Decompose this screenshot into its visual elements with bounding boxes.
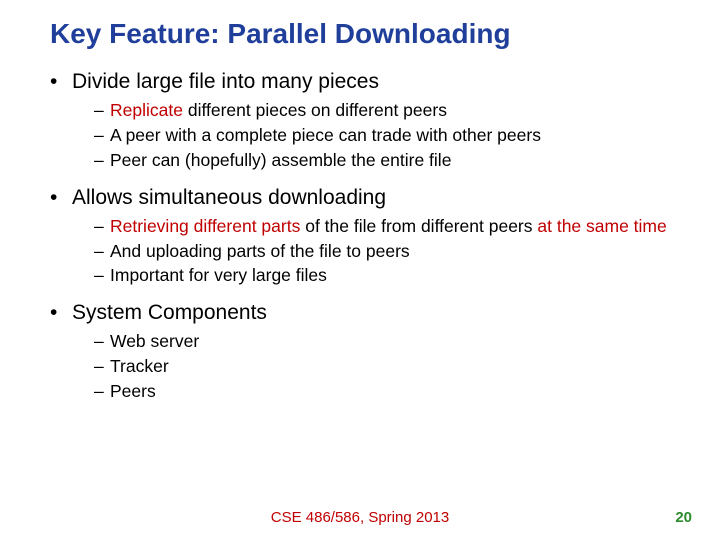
sub-bullet-text: A peer with a complete piece can trade w… [110, 125, 541, 147]
sub-bullet-text: And uploading parts of the file to peers [110, 241, 410, 263]
bullet-level-2: –A peer with a complete piece can trade … [94, 125, 670, 147]
bullet-level-2: –Web server [94, 331, 670, 353]
sub-bullet-text: Tracker [110, 356, 169, 378]
sub-bullet-text: Peers [110, 381, 156, 403]
bullet-level-2: –And uploading parts of the file to peer… [94, 241, 670, 263]
bullet-level-2: –Important for very large files [94, 265, 670, 287]
dash-icon: – [94, 331, 110, 353]
bullet-text: System Components [72, 301, 267, 325]
dash-icon: – [94, 381, 110, 403]
bullet-dot-icon: • [50, 70, 72, 94]
sub-bullet-text: Important for very large files [110, 265, 327, 287]
footer-text: CSE 486/586, Spring 2013 [0, 509, 720, 526]
sub-bullet-text: Peer can (hopefully) assemble the entire… [110, 150, 451, 172]
bullet-level-2: –Peers [94, 381, 670, 403]
slide-content: •Divide large file into many pieces–Repl… [50, 70, 670, 403]
dash-icon: – [94, 216, 110, 238]
bullet-level-2: –Peer can (hopefully) assemble the entir… [94, 150, 670, 172]
bullet-dot-icon: • [50, 186, 72, 210]
section: •System Components–Web server–Tracker–Pe… [50, 301, 670, 403]
dash-icon: – [94, 150, 110, 172]
dash-icon: – [94, 100, 110, 122]
slide-title: Key Feature: Parallel Downloading [50, 18, 670, 50]
dash-icon: – [94, 241, 110, 263]
bullet-level-1: •System Components [50, 301, 670, 325]
bullet-level-2: –Retrieving different parts of the file … [94, 216, 670, 238]
bullet-level-1: •Divide large file into many pieces [50, 70, 670, 94]
dash-icon: – [94, 356, 110, 378]
dash-icon: – [94, 125, 110, 147]
sub-bullet-text: Web server [110, 331, 199, 353]
sub-bullet-text: Retrieving different parts of the file f… [110, 216, 667, 238]
section: •Divide large file into many pieces–Repl… [50, 70, 670, 172]
bullet-level-1: •Allows simultaneous downloading [50, 186, 670, 210]
bullet-text: Divide large file into many pieces [72, 70, 379, 94]
bullet-level-2: –Replicate different pieces on different… [94, 100, 670, 122]
bullet-level-2: –Tracker [94, 356, 670, 378]
sub-bullet-text: Replicate different pieces on different … [110, 100, 447, 122]
slide: Key Feature: Parallel Downloading •Divid… [0, 0, 720, 540]
section: •Allows simultaneous downloading–Retriev… [50, 186, 670, 288]
dash-icon: – [94, 265, 110, 287]
bullet-dot-icon: • [50, 301, 72, 325]
bullet-text: Allows simultaneous downloading [72, 186, 386, 210]
page-number: 20 [675, 509, 692, 526]
